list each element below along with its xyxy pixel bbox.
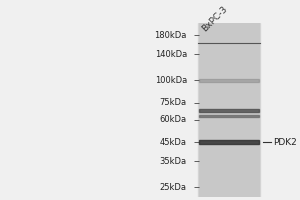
Text: BxPC-3: BxPC-3	[200, 4, 230, 33]
Bar	[199, 79, 259, 82]
Bar	[199, 140, 259, 144]
Text: 140kDa: 140kDa	[154, 50, 187, 59]
Text: 25kDa: 25kDa	[160, 183, 187, 192]
Bar	[199, 23, 259, 197]
Bar	[198, 23, 260, 197]
Bar	[199, 115, 259, 117]
Text: 60kDa: 60kDa	[160, 115, 187, 124]
Text: 100kDa: 100kDa	[154, 76, 187, 85]
Text: PDK2: PDK2	[274, 138, 297, 147]
Text: 75kDa: 75kDa	[160, 98, 187, 107]
Text: 45kDa: 45kDa	[160, 138, 187, 147]
Text: 180kDa: 180kDa	[154, 31, 187, 40]
Text: 35kDa: 35kDa	[160, 157, 187, 166]
Bar	[199, 109, 259, 112]
